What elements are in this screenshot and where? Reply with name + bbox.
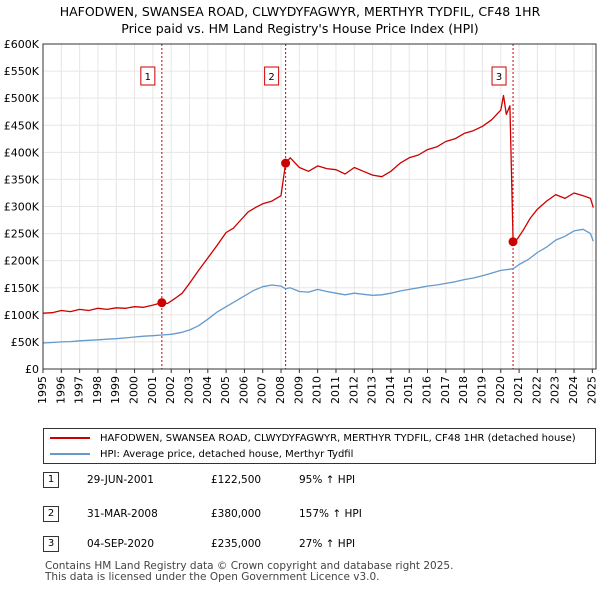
y-axis: £0 £50K £100K £150K £200K £250K £300K £350K £400… <box>4 38 40 376</box>
x-tick-label: 2000 <box>128 376 141 404</box>
y-tick-label: £150K <box>4 282 40 295</box>
x-tick-label: 1996 <box>54 376 67 404</box>
attribution: Contains HM Land Registry data © Crown c… <box>45 561 453 583</box>
x-tick-label: 2016 <box>421 376 434 404</box>
x-tick-label: 2012 <box>347 376 360 404</box>
x-tick-label: 2015 <box>402 376 415 404</box>
sale-hpi-change: 157% ↑ HPI <box>299 508 362 520</box>
x-tick-label: 1997 <box>73 376 86 404</box>
y-tick-label: £0 <box>25 363 39 376</box>
sale-price: £235,000 <box>211 538 262 550</box>
sale-markers: 1 2 3 <box>140 44 514 369</box>
plot-frame <box>42 43 597 370</box>
sale-point <box>508 237 518 247</box>
hpi-line <box>42 228 594 344</box>
y-tick-label: £550K <box>4 65 40 78</box>
x-tick-label: 2013 <box>366 376 379 404</box>
legend-label-property: HAFODWEN, SWANSEA ROAD, CLWYDYFAGWYR, ME… <box>100 432 576 444</box>
x-tick-label: 2019 <box>475 376 488 404</box>
title-line-1: HAFODWEN, SWANSEA ROAD, CLWYDYFAGWYR, ME… <box>59 4 541 19</box>
x-tick-label: 2020 <box>494 376 507 404</box>
sale-date: 31-MAR-2008 <box>87 508 158 520</box>
sale-marker-box <box>264 66 280 86</box>
sale-point <box>281 158 291 168</box>
sale-number-badge: 2 <box>43 506 59 522</box>
x-tick-label: 2007 <box>256 376 269 404</box>
legend: HAFODWEN, SWANSEA ROAD, CLWYDYFAGWYR, ME… <box>43 428 596 464</box>
y-tick-label: £200K <box>4 255 40 268</box>
attribution-line-2: This data is licensed under the Open Gov… <box>45 571 380 583</box>
title-line-2: Price paid vs. HM Land Registry's House … <box>121 21 479 36</box>
x-tick-label: 2005 <box>219 376 232 404</box>
x-tick-label: 2010 <box>311 376 324 404</box>
y-tick-label: £350K <box>4 173 40 186</box>
sale-point <box>157 298 167 308</box>
y-tick-label: £450K <box>4 119 40 132</box>
legend-item-hpi: HPI: Average price, detached house, Mert… <box>50 446 353 462</box>
sale-date: 04-SEP-2020 <box>87 538 155 550</box>
table-row: 2 31-MAR-2008 £380,000 157% ↑ HPI <box>43 506 443 524</box>
x-tick-label: 2011 <box>329 376 342 404</box>
legend-label-hpi: HPI: Average price, detached house, Mert… <box>100 448 354 460</box>
sale-points <box>157 158 518 308</box>
sale-marker-label: 1 <box>145 72 151 83</box>
x-tick-label: 2003 <box>182 376 195 404</box>
y-tick-label: £100K <box>4 309 40 322</box>
x-tick-label: 2021 <box>512 376 525 404</box>
attribution-line-1: Contains HM Land Registry data © Crown c… <box>45 560 454 572</box>
series-lines <box>42 94 594 344</box>
sale-price: £122,500 <box>211 474 262 486</box>
x-tick-label: 1995 <box>36 376 49 404</box>
x-tick-label: 2022 <box>530 376 543 404</box>
y-tick-label: £50K <box>11 336 40 349</box>
y-tick-label: £300K <box>4 201 40 214</box>
y-tick-label: £500K <box>4 92 40 105</box>
sale-date: 29-JUN-2001 <box>87 474 154 486</box>
x-tick-label: 2002 <box>164 376 177 404</box>
sale-marker-box <box>140 66 156 86</box>
x-tick-label: 2014 <box>384 376 397 404</box>
x-tick-label: 2006 <box>237 376 250 404</box>
price-chart: 1 2 3 £0 £50K £100K £150K £200K £250K £300K £350K… <box>4 38 599 404</box>
table-row: 1 29-JUN-2001 £122,500 95% ↑ HPI <box>43 472 443 490</box>
sale-marker-box <box>491 66 507 86</box>
x-tick-label: 2017 <box>439 376 452 404</box>
property-price-line <box>42 94 594 314</box>
sale-hpi-change: 27% ↑ HPI <box>299 538 356 550</box>
legend-swatch-property <box>50 437 90 439</box>
sale-marker-label: 2 <box>268 72 274 83</box>
legend-swatch-hpi <box>50 453 90 455</box>
x-tick-label: 2008 <box>274 376 287 404</box>
x-tick-label: 2001 <box>146 376 159 404</box>
sale-number-badge: 1 <box>43 472 59 488</box>
gridlines <box>42 43 596 370</box>
y-tick-label: £250K <box>4 228 40 241</box>
x-tick-label: 1999 <box>109 376 122 404</box>
x-tick-label: 2024 <box>567 376 580 404</box>
chart-title: HAFODWEN, SWANSEA ROAD, CLWYDYFAGWYR, ME… <box>0 3 600 37</box>
sale-marker-label: 3 <box>496 72 502 83</box>
x-axis: 1995 1996 1997 1998 1999 2000 2001 2002 2003 2004… <box>36 369 598 404</box>
x-tick-label: 2018 <box>457 376 470 404</box>
x-tick-label: 2004 <box>201 376 214 404</box>
legend-item-property: HAFODWEN, SWANSEA ROAD, CLWYDYFAGWYR, ME… <box>50 430 576 446</box>
y-tick-label: £400K <box>4 146 40 159</box>
x-tick-label: 2023 <box>549 376 562 404</box>
sale-number-badge: 3 <box>43 536 59 552</box>
x-tick-label: 2025 <box>585 376 598 404</box>
x-tick-label: 1998 <box>91 376 104 404</box>
sale-hpi-change: 95% ↑ HPI <box>299 474 356 486</box>
y-tick-label: £600K <box>4 38 40 51</box>
x-tick-label: 2009 <box>292 376 305 404</box>
table-row: 3 04-SEP-2020 £235,000 27% ↑ HPI <box>43 536 443 554</box>
sale-price: £380,000 <box>211 508 262 520</box>
